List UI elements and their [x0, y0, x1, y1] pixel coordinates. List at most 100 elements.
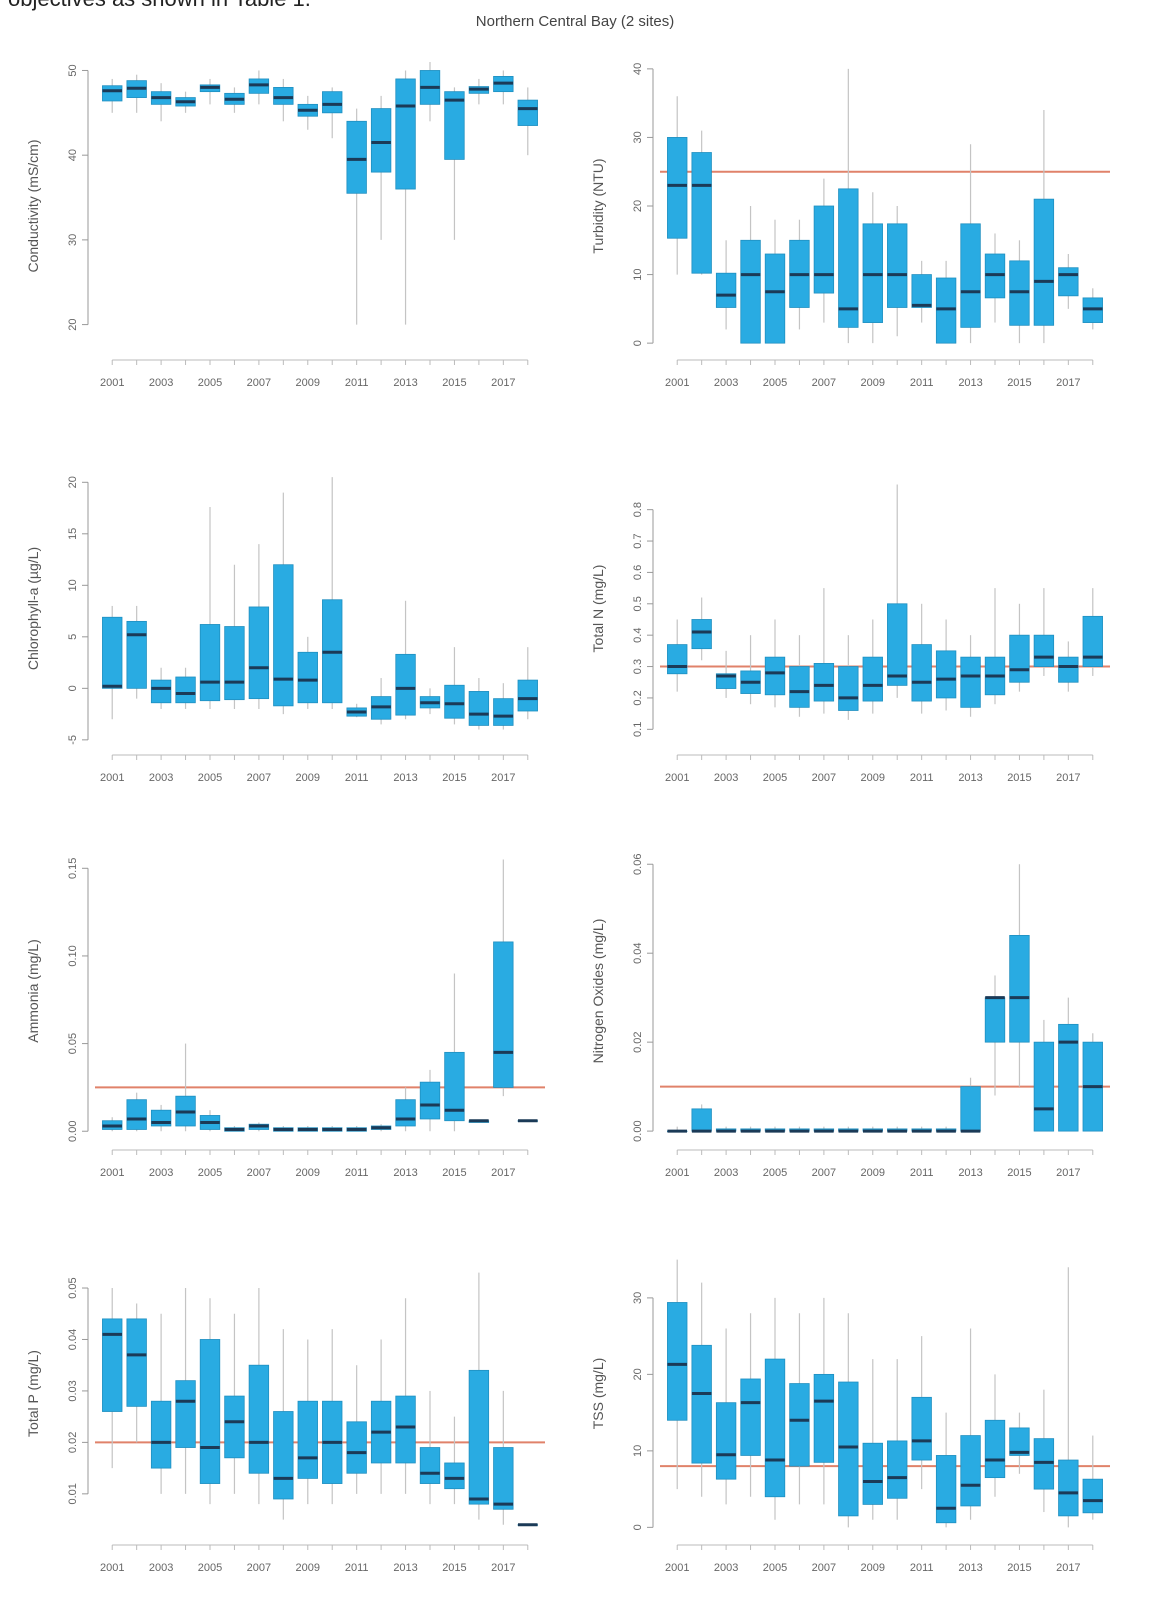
y-tick-label: 0 — [632, 340, 644, 346]
x-tick-label: 2009 — [296, 772, 320, 784]
y-tick-label: 0.00 — [632, 1120, 644, 1141]
box — [395, 1395, 416, 1464]
x-tick-label: 2003 — [149, 772, 173, 784]
y-tick-label: 0.10 — [67, 945, 79, 966]
x-tick-label: 2009 — [296, 1562, 320, 1574]
x-tick-label: 2011 — [910, 1167, 934, 1179]
box — [1082, 615, 1103, 667]
x-tick-label: 2017 — [1056, 1562, 1080, 1574]
y-axis-label: Total N (mg/L) — [590, 565, 606, 653]
box — [199, 1339, 221, 1484]
y-tick-label: 40 — [67, 149, 79, 161]
box — [862, 656, 883, 702]
x-tick-label: 2013 — [958, 772, 982, 784]
y-tick-label: 15 — [67, 528, 79, 540]
box — [444, 684, 465, 719]
y-tick-label: 0.8 — [632, 502, 644, 517]
x-tick-label: 2015 — [1007, 1562, 1031, 1574]
x-tick-label: 2015 — [1007, 1167, 1031, 1179]
x-tick-label: 2003 — [714, 377, 738, 389]
box — [1058, 267, 1079, 297]
x-tick-label: 2001 — [665, 1167, 689, 1179]
y-tick-label: 30 — [67, 234, 79, 246]
box — [175, 676, 196, 704]
box — [740, 239, 761, 344]
box — [395, 653, 416, 716]
y-axis-label: Turbidity (NTU) — [590, 158, 606, 253]
y-tick-label: 10 — [632, 1445, 644, 1457]
x-tick-label: 2001 — [100, 1167, 124, 1179]
box — [667, 137, 688, 239]
y-tick-label: 0.06 — [632, 854, 644, 875]
y-tick-label: 0.05 — [67, 1033, 79, 1054]
x-tick-label: 2005 — [198, 772, 222, 784]
x-tick-label: 2003 — [149, 377, 173, 389]
x-tick-label: 2007 — [812, 1167, 836, 1179]
box — [102, 1318, 123, 1412]
box — [444, 1462, 465, 1490]
box — [887, 223, 908, 308]
box — [1009, 1427, 1030, 1456]
box — [126, 620, 147, 689]
y-axis-label: Total P (mg/L) — [25, 1350, 41, 1437]
x-tick-label: 2017 — [1056, 1167, 1080, 1179]
box — [419, 1081, 441, 1120]
box — [960, 656, 981, 708]
box — [1058, 1023, 1079, 1132]
box — [346, 1421, 367, 1474]
y-tick-label: 20 — [632, 200, 644, 212]
x-tick-label: 2005 — [763, 1167, 787, 1179]
x-tick-label: 2017 — [1056, 377, 1080, 389]
box — [764, 1358, 786, 1498]
x-tick-label: 2003 — [714, 1562, 738, 1574]
y-tick-label: 30 — [632, 131, 644, 143]
box — [740, 1378, 761, 1456]
box — [468, 1369, 490, 1505]
box — [517, 679, 538, 712]
box — [764, 253, 786, 344]
box — [493, 1447, 514, 1510]
y-axis-label: Nitrogen Oxides (mg/L) — [590, 919, 606, 1064]
x-tick-label: 2007 — [812, 772, 836, 784]
box — [789, 1383, 810, 1467]
box — [224, 626, 245, 701]
box — [273, 1411, 294, 1500]
box — [1082, 1478, 1103, 1514]
x-tick-label: 2017 — [491, 1167, 515, 1179]
box — [297, 651, 318, 704]
y-tick-label: 0.1 — [632, 722, 644, 737]
box — [764, 656, 786, 696]
y-tick-label: 0.7 — [632, 533, 644, 548]
box — [1033, 198, 1055, 326]
box — [1009, 634, 1030, 683]
box — [691, 1344, 712, 1464]
box — [224, 1395, 245, 1459]
y-tick-label: 0.2 — [632, 690, 644, 705]
x-tick-label: 2011 — [345, 1562, 369, 1574]
y-tick-label: 0.3 — [632, 659, 644, 674]
x-tick-label: 2005 — [763, 772, 787, 784]
box — [102, 85, 123, 102]
box — [935, 1455, 957, 1524]
x-tick-label: 2009 — [861, 1562, 885, 1574]
box — [813, 663, 835, 702]
x-tick-label: 2007 — [247, 772, 271, 784]
x-tick-label: 2011 — [910, 772, 934, 784]
box — [935, 277, 957, 344]
y-tick-label: 10 — [632, 268, 644, 280]
box — [960, 1435, 981, 1507]
x-tick-label: 2001 — [665, 772, 689, 784]
y-axis-label: TSS (mg/L) — [590, 1358, 606, 1430]
box — [419, 1447, 441, 1484]
x-tick-label: 2015 — [442, 1562, 466, 1574]
box — [346, 120, 367, 194]
box — [887, 1440, 908, 1499]
y-tick-label: 0.04 — [632, 942, 644, 963]
x-tick-label: 2009 — [861, 772, 885, 784]
box — [1009, 935, 1030, 1043]
box — [667, 644, 688, 675]
x-tick-label: 2007 — [812, 377, 836, 389]
x-tick-label: 2011 — [345, 377, 369, 389]
y-tick-label: 0.02 — [67, 1432, 79, 1453]
